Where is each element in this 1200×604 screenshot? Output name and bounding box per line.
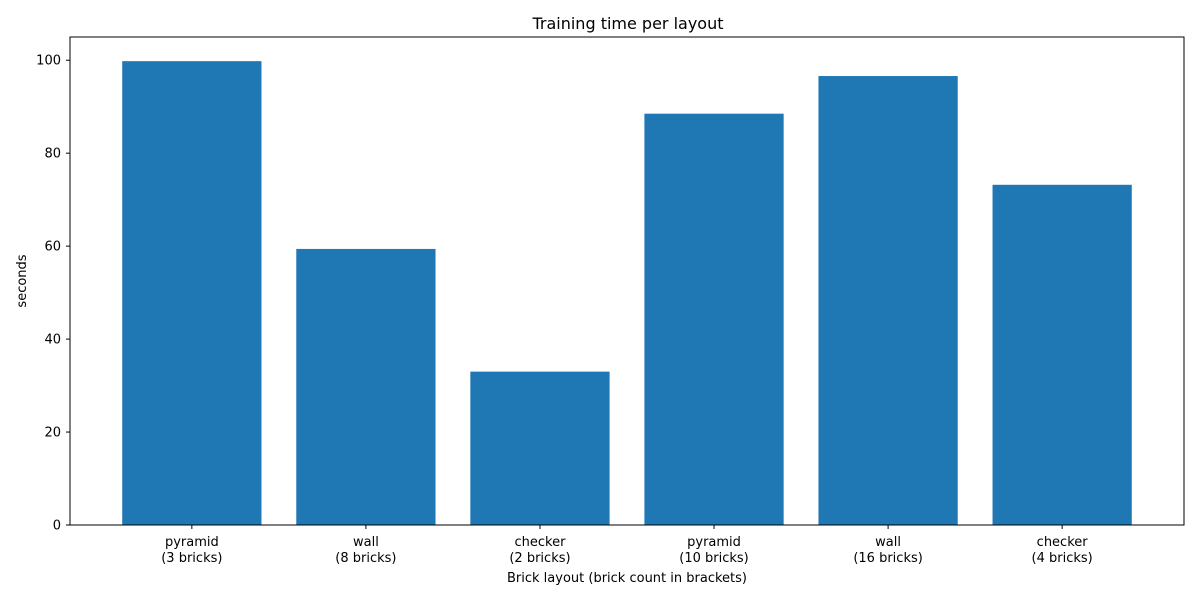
x-axis-label: Brick layout (brick count in brackets) — [507, 571, 747, 586]
x-tick-label: (3 bricks) — [161, 551, 222, 566]
y-tick-label: 80 — [44, 147, 61, 162]
x-tick-label: pyramid — [165, 535, 219, 550]
x-tick-label: checker — [1037, 535, 1089, 550]
y-tick-label: 40 — [44, 333, 61, 348]
x-tick-label: (10 bricks) — [679, 551, 748, 566]
plot-frame — [69, 36, 1185, 526]
bar-1 — [296, 248, 436, 525]
x-tick-label: (2 bricks) — [509, 551, 570, 566]
bar-4 — [818, 76, 958, 525]
y-axis-label: seconds — [15, 254, 30, 307]
x-tick-label: (4 bricks) — [1032, 551, 1093, 566]
x-tick-label: (16 bricks) — [853, 551, 922, 566]
bars-group — [122, 61, 1132, 526]
y-axis: 0 20 40 60 80 100 — [36, 54, 70, 534]
y-tick-label: 100 — [36, 54, 61, 69]
x-tick-label: (8 bricks) — [335, 551, 396, 566]
x-tick-label: wall — [353, 535, 379, 550]
y-tick-label: 60 — [44, 240, 61, 255]
bar-5 — [992, 184, 1132, 525]
bar-2 — [470, 371, 610, 525]
bar-3 — [644, 113, 784, 525]
chart-title: Training time per layout — [531, 14, 723, 33]
x-tick-label: wall — [875, 535, 901, 550]
x-tick-label: pyramid — [687, 535, 741, 550]
y-tick-label: 0 — [53, 519, 61, 534]
x-axis: pyramid(3 bricks)wall(8 bricks)checker(2… — [161, 525, 1093, 566]
x-tick-label: checker — [514, 535, 566, 550]
bar-0 — [122, 61, 262, 526]
y-tick-label: 20 — [44, 426, 61, 441]
